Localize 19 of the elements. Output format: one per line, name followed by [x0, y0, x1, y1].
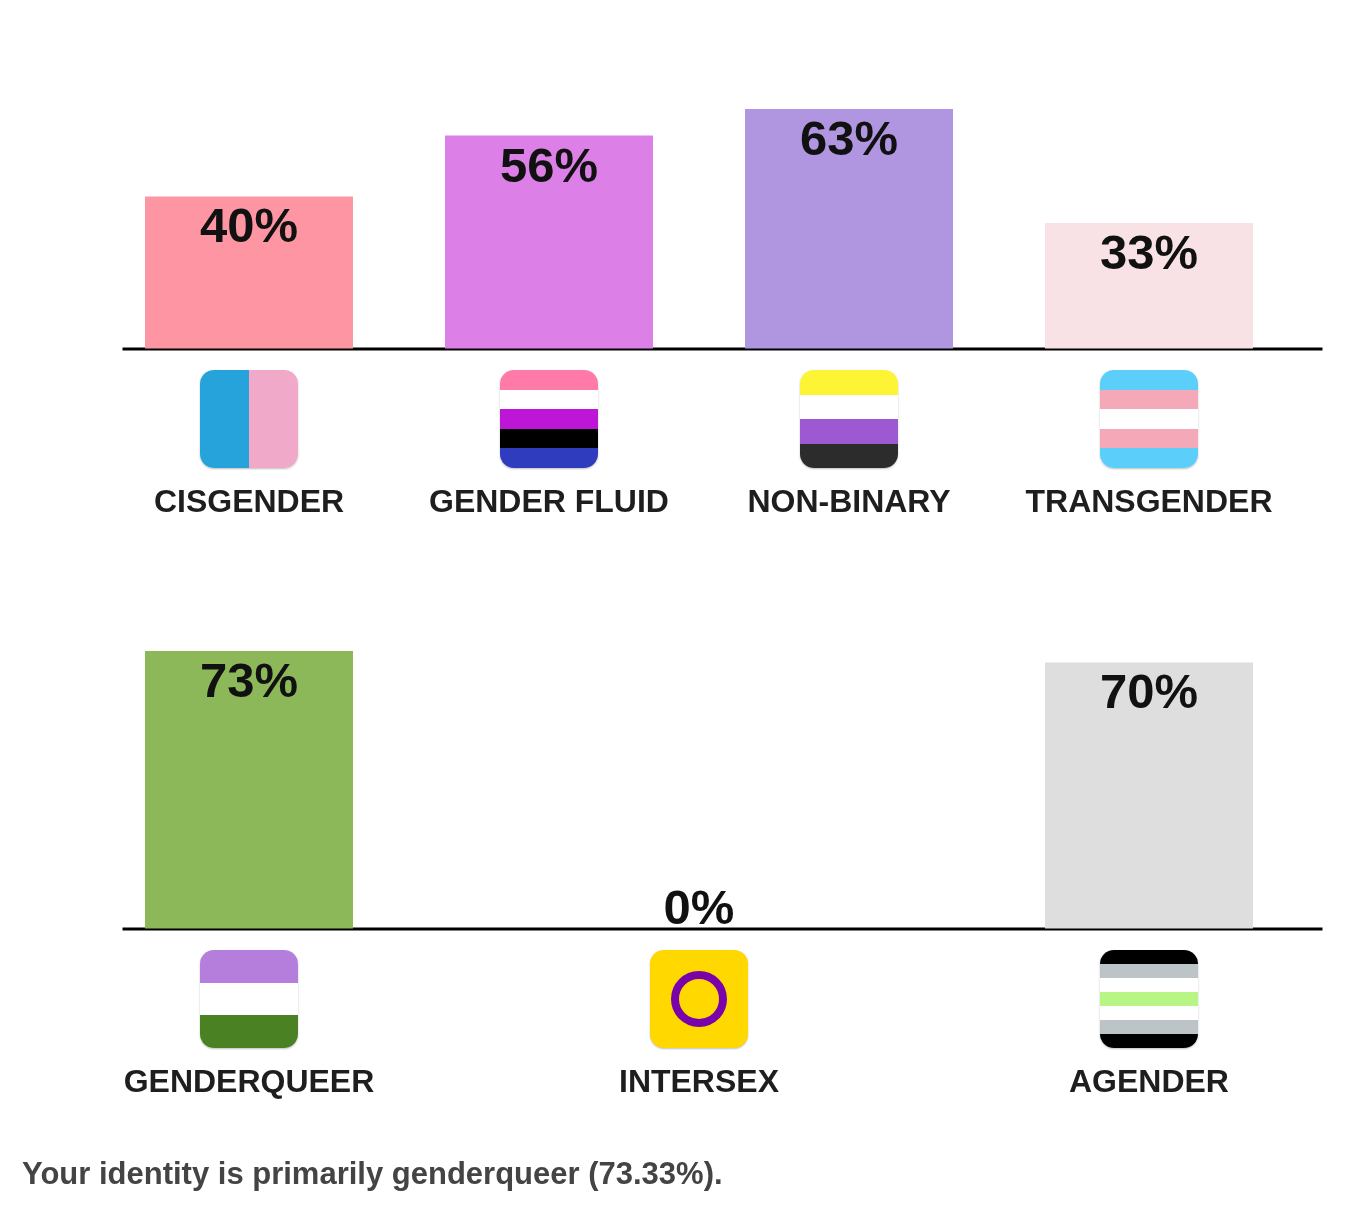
- data-label: 70%: [1099, 663, 1199, 718]
- data-label: 40%: [199, 197, 299, 252]
- data-label: 56%: [499, 137, 599, 192]
- x-tick-label: NON-BINARY: [747, 482, 951, 519]
- data-label: 73%: [199, 652, 299, 707]
- x-tick-label: TRANSGENDER: [1025, 482, 1273, 519]
- x-tick-label: GENDER FLUID: [429, 482, 669, 519]
- bar: [1044, 222, 1253, 348]
- data-label: 33%: [1099, 224, 1199, 279]
- bar: [145, 195, 354, 348]
- text: Your identity is primarily genderqueer (73.33%).: [22, 1156, 723, 1192]
- bar: [445, 135, 653, 348]
- x-tick-label: GENDERQUEER: [123, 1062, 375, 1099]
- x-tick-label: INTERSEX: [619, 1062, 780, 1099]
- x-tick-label: CISGENDER: [153, 482, 345, 519]
- data-label: 63%: [799, 110, 899, 165]
- x-tick-label: AGENDER: [1069, 1062, 1229, 1099]
- bar: [745, 108, 953, 348]
- data-label: 0%: [663, 879, 735, 934]
